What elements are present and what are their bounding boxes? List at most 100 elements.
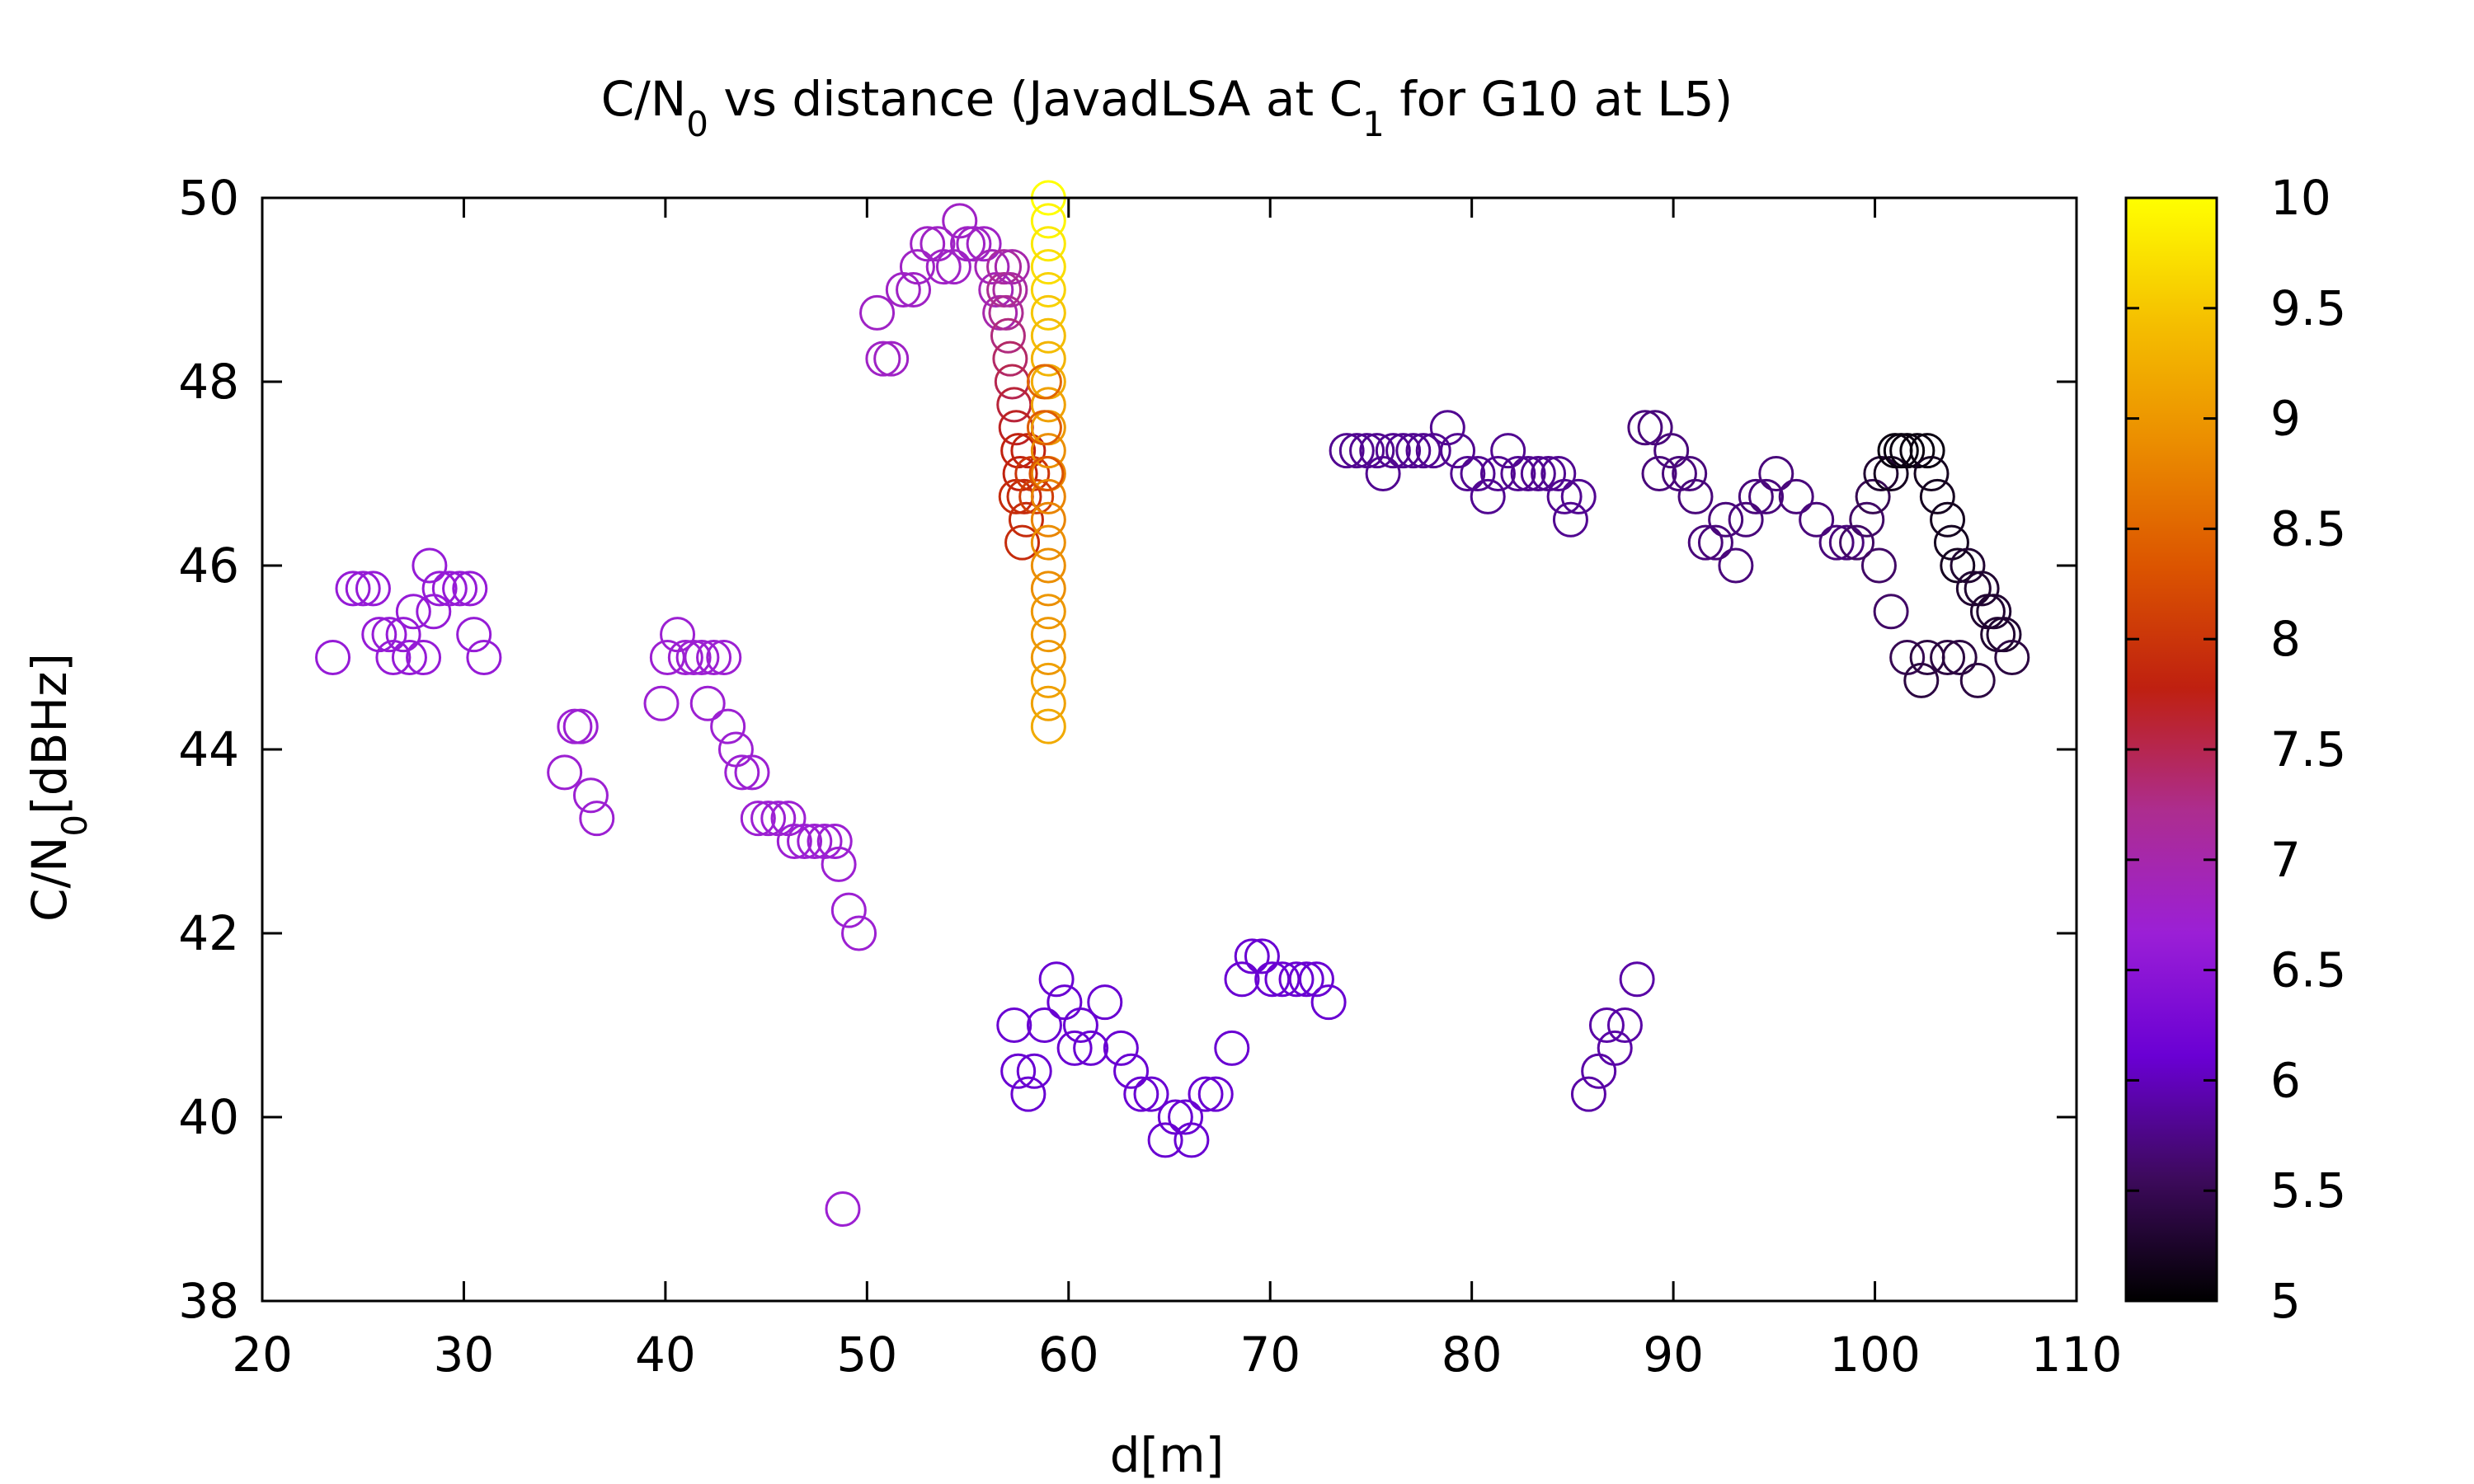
data-point bbox=[1030, 662, 1066, 698]
data-point bbox=[1004, 524, 1041, 561]
plot-area: 20 30 40 50 60 70 80 90 100 110 38 40 42 44 46 48 50 bbox=[178, 170, 2122, 1383]
data-point bbox=[1873, 594, 1909, 630]
data-point bbox=[706, 640, 742, 675]
data-point bbox=[1758, 456, 1794, 491]
data-point bbox=[689, 685, 726, 721]
data-point bbox=[797, 824, 833, 859]
data-point bbox=[992, 272, 1028, 308]
data-point bbox=[1909, 640, 1945, 675]
data-point bbox=[1860, 547, 1897, 584]
colorbar-tick-label: 8 bbox=[2270, 611, 2301, 667]
data-point bbox=[431, 571, 468, 607]
data-point bbox=[776, 824, 812, 859]
data-point bbox=[1748, 478, 1785, 514]
data-point bbox=[1224, 961, 1260, 998]
data-point bbox=[375, 640, 412, 675]
data-point bbox=[684, 640, 720, 675]
data-point bbox=[1329, 433, 1365, 469]
data-point bbox=[1959, 662, 1996, 698]
data-point bbox=[1030, 294, 1066, 331]
data-point bbox=[1298, 961, 1334, 998]
colorbar-tick-label: 10 bbox=[2270, 170, 2331, 226]
data-point bbox=[1018, 478, 1055, 514]
data-point bbox=[1385, 433, 1422, 469]
data-point bbox=[406, 640, 442, 675]
data-point bbox=[710, 708, 746, 744]
data-point bbox=[1818, 524, 1855, 561]
x-tick-label: 30 bbox=[434, 1327, 495, 1383]
data-point bbox=[988, 294, 1024, 331]
data-point bbox=[1976, 594, 2012, 630]
data-point bbox=[990, 317, 1026, 354]
data-point bbox=[734, 754, 770, 791]
data-point bbox=[873, 340, 910, 377]
data-point bbox=[787, 824, 823, 859]
data-point bbox=[1913, 456, 1950, 491]
data-point bbox=[978, 272, 1014, 308]
data-point bbox=[996, 1007, 1032, 1043]
data-point bbox=[1728, 501, 1764, 538]
data-point bbox=[1429, 410, 1465, 446]
data-point bbox=[1440, 433, 1476, 469]
data-point bbox=[1103, 1030, 1139, 1066]
x-tick-label: 50 bbox=[836, 1327, 897, 1383]
data-point bbox=[899, 249, 935, 285]
data-point bbox=[456, 617, 492, 653]
x-tick-label: 60 bbox=[1038, 1327, 1099, 1383]
data-point bbox=[1359, 433, 1395, 469]
data-point bbox=[1708, 501, 1744, 538]
data-point bbox=[1030, 340, 1066, 377]
data-point bbox=[562, 708, 599, 744]
data-point bbox=[1460, 456, 1496, 491]
colorbar-tick-label: 8.5 bbox=[2270, 500, 2346, 556]
data-point bbox=[1738, 478, 1774, 514]
data-point bbox=[1026, 410, 1062, 446]
data-point bbox=[717, 731, 754, 768]
chart-title: C/N0 vs distance (JavadLSA at C1 for G10… bbox=[601, 71, 1733, 144]
data-point bbox=[1930, 501, 1966, 538]
data-point bbox=[1030, 708, 1066, 744]
colorbar-tick-label: 5 bbox=[2270, 1273, 2301, 1329]
data-point bbox=[1588, 1007, 1625, 1043]
data-point bbox=[1056, 1030, 1093, 1066]
data-point bbox=[1214, 1030, 1250, 1066]
data-point bbox=[896, 272, 932, 308]
y-tick-label: 42 bbox=[178, 905, 239, 961]
data-point bbox=[1338, 433, 1375, 469]
y-tick-label: 40 bbox=[178, 1089, 239, 1145]
data-point bbox=[1490, 433, 1526, 469]
data-point bbox=[1133, 1076, 1169, 1112]
data-point bbox=[998, 478, 1034, 514]
data-point bbox=[1030, 272, 1066, 308]
data-point bbox=[1006, 478, 1042, 514]
data-point bbox=[1903, 662, 1940, 698]
x-tick-label: 100 bbox=[1829, 1327, 1921, 1383]
colorbar-tick-label: 9.5 bbox=[2270, 280, 2346, 336]
data-point bbox=[724, 754, 760, 791]
data-point bbox=[1188, 1076, 1224, 1112]
data-point bbox=[1234, 938, 1270, 974]
data-point bbox=[1627, 410, 1663, 446]
data-point bbox=[1677, 478, 1714, 514]
data-point bbox=[1365, 456, 1401, 491]
data-point bbox=[466, 640, 502, 675]
data-point bbox=[667, 640, 703, 675]
data-point bbox=[1030, 685, 1066, 721]
data-point bbox=[1168, 1099, 1204, 1135]
data-point bbox=[1560, 478, 1597, 514]
data-point bbox=[1395, 433, 1432, 469]
data-point bbox=[1450, 456, 1486, 491]
data-point bbox=[412, 547, 448, 584]
data-point bbox=[345, 571, 381, 607]
data-point bbox=[1244, 938, 1280, 974]
x-axis-label: d[m] bbox=[1110, 1427, 1225, 1483]
data-point bbox=[740, 801, 776, 837]
data-point bbox=[1849, 501, 1885, 538]
data-point bbox=[1028, 456, 1065, 491]
colorbar-tick-label: 5.5 bbox=[2270, 1162, 2346, 1219]
data-point bbox=[1030, 617, 1066, 653]
data-point bbox=[1510, 456, 1546, 491]
colorbar: 5 5.5 6 6.5 7 7.5 8 8.5 9 9.5 10 bbox=[2124, 170, 2346, 1329]
data-point bbox=[1964, 571, 2000, 607]
